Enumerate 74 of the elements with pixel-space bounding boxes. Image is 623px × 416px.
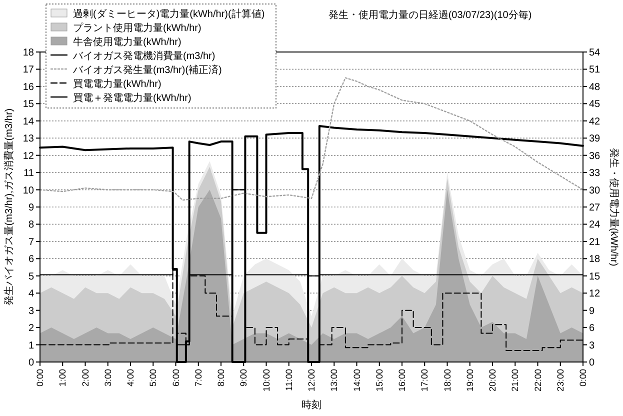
y2-tick-label: 12 xyxy=(589,288,601,300)
x-tick-label: 14:00 xyxy=(352,369,362,392)
x-tick-label: 5:00 xyxy=(148,369,158,387)
y-tick-label: 2 xyxy=(28,323,34,334)
x-tick-label: 9:00 xyxy=(238,369,249,387)
legend-label: 牛舎使用電力量(kWh/hr) xyxy=(73,36,182,48)
y-tick-label: 10 xyxy=(22,185,34,196)
x-tick-label: 16:00 xyxy=(397,369,407,392)
x-tick-label: 22:00 xyxy=(532,369,543,392)
y2-tick-label: 18 xyxy=(589,254,601,266)
y-tick-label: 16 xyxy=(22,82,34,93)
y-tick-label: 17 xyxy=(22,64,34,76)
x-tick-label: 15:00 xyxy=(374,369,384,392)
x-tick-label: 1:00 xyxy=(58,369,68,387)
y-tick-label: 1 xyxy=(28,340,34,352)
y2-tick-label: 24 xyxy=(589,220,601,231)
x-tick-label: 7:00 xyxy=(193,369,204,387)
y2-tick-label: 9 xyxy=(589,306,595,317)
y2-tick-label: 33 xyxy=(589,168,601,180)
y2-tick-label: 51 xyxy=(589,64,601,76)
y-tick-label: 18 xyxy=(22,48,34,58)
y-tick-label: 4 xyxy=(28,288,34,300)
legend-label: 買電電力量(kWh/hr) xyxy=(73,78,162,90)
y-tick-label: 0 xyxy=(28,358,34,368)
y-tick-label: 15 xyxy=(22,99,34,110)
x-tick-label: 11:00 xyxy=(284,369,294,391)
x-tick-label: 23:00 xyxy=(555,369,566,392)
y2-tick-label: 27 xyxy=(589,202,601,214)
y-tick-label: 7 xyxy=(28,236,34,248)
legend-label: 過剰(ダミーヒータ)電力量(kWh/hr)(計算値) xyxy=(73,8,265,20)
x-tick-label: 13:00 xyxy=(329,369,340,392)
y2-axis-title: 発生・使用電力量(kWh/hr) xyxy=(608,148,620,266)
y2-tick-label: 36 xyxy=(589,150,601,162)
x-tick-label: 2:00 xyxy=(80,369,90,387)
y2-tick-label: 3 xyxy=(589,340,595,352)
x-tick-label: 8:00 xyxy=(216,369,226,387)
x-axis-title: 時刻 xyxy=(302,399,322,411)
y2-tick-label: 21 xyxy=(589,236,601,248)
y-tick-label: 14 xyxy=(22,116,34,128)
y2-tick-label: 15 xyxy=(589,271,601,282)
y2-tick-label: 45 xyxy=(589,99,601,110)
x-tick-label: 6:00 xyxy=(170,369,181,387)
x-tick-label: 21:00 xyxy=(510,369,520,392)
y2-tick-label: 54 xyxy=(589,48,601,58)
y2-tick-label: 48 xyxy=(589,82,601,93)
x-tick-label: 18:00 xyxy=(442,369,452,392)
chart-title: 発生・使用電力量の日経過(03/07/23)(10分毎) xyxy=(328,9,532,21)
y-tick-label: 8 xyxy=(28,220,34,231)
y2-tick-label: 0 xyxy=(589,358,595,368)
legend-label: 買電＋発電電力量(kWh/hr) xyxy=(73,92,192,104)
y-tick-label: 12 xyxy=(22,150,34,162)
x-tick-label: 12:00 xyxy=(306,369,316,392)
legend-label: プラント使用電力量(kWh/hr) xyxy=(73,22,202,34)
y-axis-title: 発生バイオガス量(m3/hr),ガス消費量(m3/hr) xyxy=(3,108,15,306)
x-tick-label: 0:00 xyxy=(35,369,45,387)
x-tick-label: 0:00 xyxy=(578,369,588,387)
x-tick-label: 17:00 xyxy=(420,369,430,392)
legend-label: バイオガス発生量(m3/hr)(補正済) xyxy=(72,64,222,76)
y-tick-label: 13 xyxy=(22,134,34,145)
x-tick-label: 20:00 xyxy=(488,369,498,392)
x-tick-label: 4:00 xyxy=(126,369,136,387)
y-tick-label: 9 xyxy=(28,202,34,214)
y-tick-label: 6 xyxy=(28,254,34,266)
y-tick-label: 3 xyxy=(28,306,34,317)
y2-tick-label: 30 xyxy=(589,185,601,196)
y2-tick-label: 42 xyxy=(589,116,601,128)
y2-tick-label: 6 xyxy=(589,323,595,334)
y2-tick-label: 39 xyxy=(589,134,601,145)
x-tick-label: 3:00 xyxy=(102,369,113,387)
legend-label: バイオガス発電機消費量(m3/hr) xyxy=(72,50,216,62)
y-tick-label: 11 xyxy=(24,168,34,180)
y-tick-label: 5 xyxy=(28,271,34,282)
x-tick-label: 19:00 xyxy=(464,369,475,392)
x-tick-label: 10:00 xyxy=(261,369,272,392)
